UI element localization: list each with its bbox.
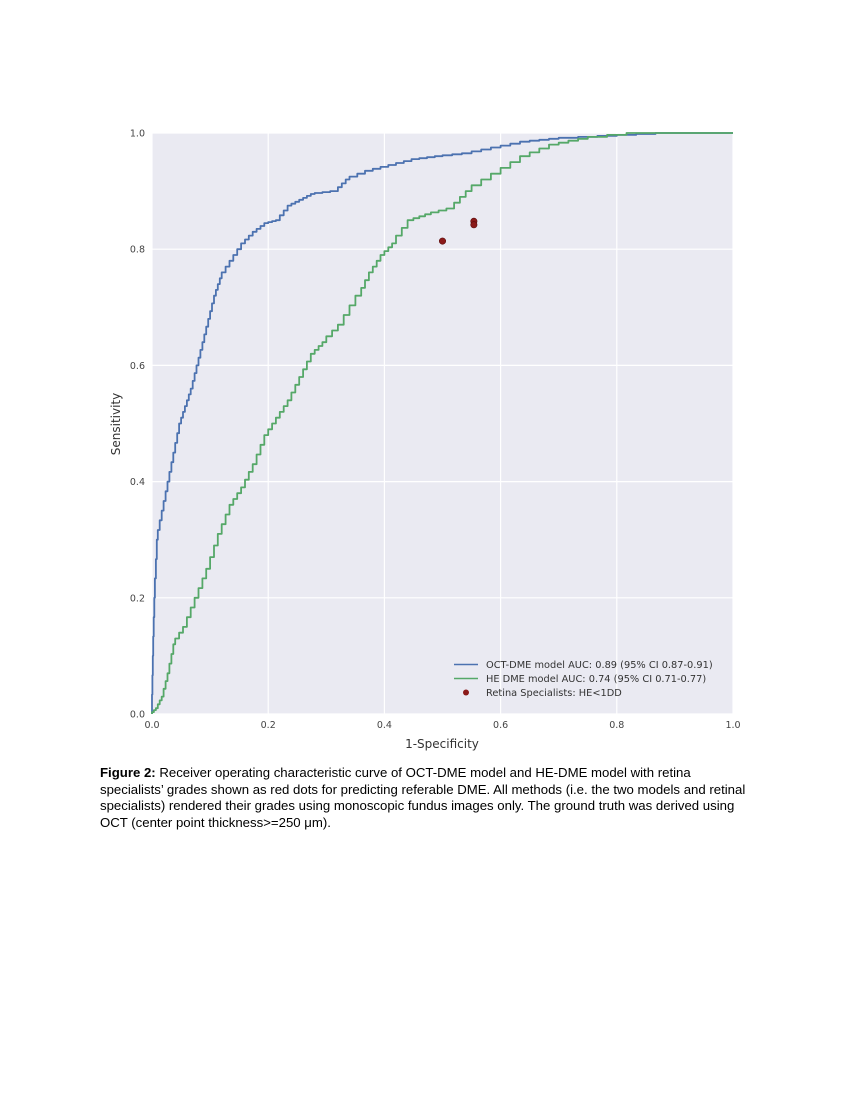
- he-dme-curve: [151, 132, 733, 714]
- retina-specialist-point: [438, 237, 446, 245]
- oct-dme-curve: [151, 132, 733, 714]
- x-tick-label: 1.0: [725, 720, 740, 731]
- x-tick-label: 0.8: [609, 720, 624, 731]
- y-tick-label: 0.2: [130, 593, 145, 604]
- x-tick-label: 0.4: [377, 720, 392, 731]
- x-tick-label: 0.2: [261, 720, 276, 731]
- y-tick-label: 0.6: [130, 361, 145, 372]
- caption-text: Receiver operating characteristic curve …: [100, 765, 746, 830]
- legend-label: HE DME model AUC: 0.74 (95% CI 0.71-0.77…: [486, 674, 706, 685]
- y-tick-label: 0.0: [130, 710, 145, 721]
- y-tick-label: 0.4: [130, 477, 145, 488]
- x-tick-label: 0.6: [493, 720, 508, 731]
- roc-chart: 0.0 0.2 0.4 0.6 0.8 1.0 0.0 0.2 0.4 0.6 0.8 1.0 1-…: [109, 129, 741, 752]
- y-tick-label: 0.8: [130, 245, 145, 256]
- plot-area: [152, 133, 733, 714]
- x-tick-label: 0.0: [144, 720, 159, 731]
- y-tick-label: 1.0: [130, 129, 145, 140]
- legend-dot-swatch: [463, 689, 469, 696]
- y-axis-label: Sensitivity: [109, 393, 123, 455]
- x-axis-label: 1-Specificity: [405, 737, 479, 751]
- retina-specialist-point: [470, 221, 478, 229]
- y-axis-ticks: 0.0 0.2 0.4 0.6 0.8 1.0: [130, 129, 145, 721]
- legend-label: OCT-DME model AUC: 0.89 (95% CI 0.87-0.9…: [486, 660, 713, 671]
- grid-lines: [151, 132, 734, 715]
- legend-label: Retina Specialists: HE<1DD: [486, 688, 622, 699]
- figure-caption: Figure 2: Receiver operating characteris…: [100, 765, 750, 831]
- x-axis-ticks: 0.0 0.2 0.4 0.6 0.8 1.0: [144, 720, 740, 731]
- legend: OCT-DME model AUC: 0.89 (95% CI 0.87-0.9…: [454, 660, 713, 699]
- data-series: [151, 132, 733, 714]
- caption-label: Figure 2:: [100, 765, 156, 780]
